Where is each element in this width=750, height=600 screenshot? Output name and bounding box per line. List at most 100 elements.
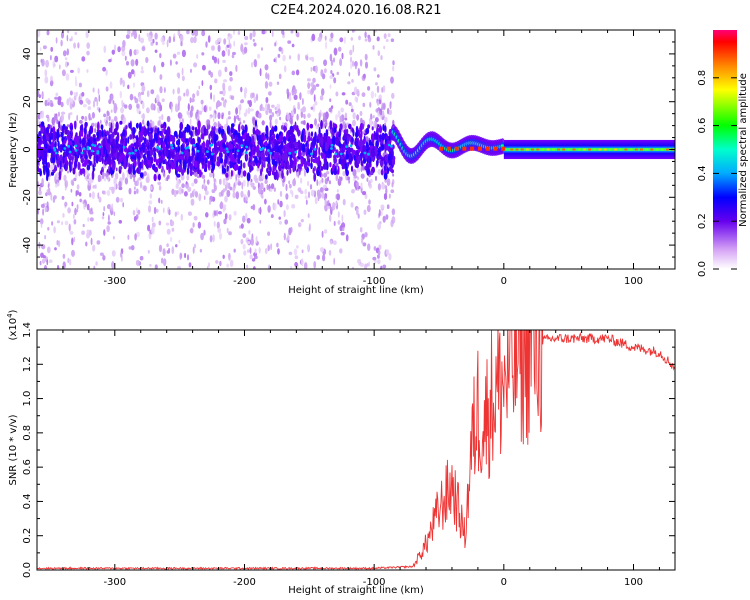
noise-speckle [83, 202, 86, 210]
noise-speckle [132, 82, 135, 88]
noise-core [176, 173, 181, 178]
noise-speckle [240, 190, 244, 198]
noise-speckle [192, 222, 195, 228]
noise-core [153, 173, 157, 182]
noise-speckle [185, 181, 188, 185]
noise-speckle [159, 53, 162, 59]
noise-speckle [87, 99, 91, 105]
noise-core [188, 125, 191, 133]
noise-speckle [208, 106, 212, 111]
noise-core [219, 157, 224, 164]
noise-speckle [149, 193, 152, 199]
noise-speckle [206, 119, 211, 126]
noise-speckle [330, 240, 333, 245]
noise-speckle [377, 183, 381, 191]
noise-speckle [44, 99, 48, 107]
noise-speckle [309, 184, 313, 190]
noise-speckle [321, 192, 325, 199]
noise-core [88, 129, 91, 138]
noise-speckle [242, 162, 246, 169]
noise-speckle [352, 169, 357, 177]
noise-speckle [103, 229, 106, 236]
noise-speckle [307, 113, 311, 118]
noise-core [136, 151, 140, 160]
noise-speckle [382, 264, 387, 269]
noise-speckle [84, 116, 88, 122]
noise-speckle [53, 195, 57, 200]
noise-core [318, 146, 321, 156]
noise-speckle [159, 86, 163, 94]
noise-core [208, 133, 211, 140]
noise-speckle [187, 103, 190, 111]
noise-speckle [42, 255, 46, 259]
noise-core [265, 174, 268, 180]
noise-speckle [212, 234, 215, 243]
noise-speckle [285, 193, 289, 200]
noise-speckle [234, 180, 238, 186]
noise-speckle [179, 118, 182, 123]
noise-speckle [155, 41, 158, 46]
noise-speckle [390, 38, 395, 42]
noise-speckle [251, 62, 253, 68]
noise-speckle [291, 111, 294, 116]
noise-core [282, 136, 287, 143]
noise-speckle [99, 252, 104, 256]
noise-speckle [106, 225, 110, 233]
noise-speckle [358, 35, 361, 41]
noise-core [260, 141, 264, 148]
noise-speckle [135, 49, 139, 55]
noise-speckle [233, 30, 235, 35]
noise-speckle [264, 248, 268, 255]
noise-speckle [106, 110, 109, 116]
noise-speckle [339, 115, 343, 123]
noise-speckle [310, 82, 315, 88]
noise-speckle [252, 38, 255, 42]
noise-speckle [368, 180, 371, 187]
noise-speckle [251, 258, 256, 262]
noise-core [54, 141, 57, 148]
noise-core [93, 155, 96, 165]
noise-core [224, 154, 227, 165]
noise-speckle [367, 86, 371, 91]
noise-speckle [310, 156, 313, 163]
noise-speckle [89, 192, 92, 198]
noise-speckle [302, 106, 306, 113]
noise-speckle [75, 91, 78, 97]
noise-speckle [81, 115, 84, 120]
noise-core [333, 168, 337, 176]
noise-speckle [322, 73, 326, 80]
noise-core [345, 153, 349, 160]
noise-core [168, 167, 171, 174]
noise-core [307, 161, 311, 167]
noise-speckle [130, 32, 133, 37]
noise-speckle [129, 48, 133, 57]
noise-speckle [168, 209, 171, 216]
noise-speckle [310, 106, 314, 110]
noise-speckle [39, 260, 42, 266]
noise-speckle [140, 91, 145, 96]
noise-speckle [235, 174, 237, 182]
noise-speckle [374, 121, 378, 129]
noise-speckle [88, 113, 91, 121]
noise-speckle [180, 41, 183, 47]
noise-core [263, 141, 268, 147]
noise-speckle [69, 112, 73, 116]
noise-speckle [357, 259, 361, 264]
noise-speckle [195, 191, 198, 198]
noise-speckle [54, 96, 58, 100]
noise-core [342, 162, 346, 170]
noise-speckle [47, 246, 51, 254]
noise-speckle [166, 39, 169, 48]
noise-speckle [94, 97, 98, 102]
noise-speckle [146, 32, 149, 37]
noise-speckle [364, 263, 367, 269]
noise-speckle [86, 229, 90, 234]
noise-speckle [181, 183, 185, 189]
noise-core [255, 119, 257, 127]
noise-speckle [375, 175, 377, 181]
noise-speckle [297, 53, 300, 61]
noise-speckle [354, 61, 358, 68]
noise-speckle [232, 186, 235, 193]
noise-speckle [381, 110, 385, 117]
noise-speckle [197, 221, 201, 229]
